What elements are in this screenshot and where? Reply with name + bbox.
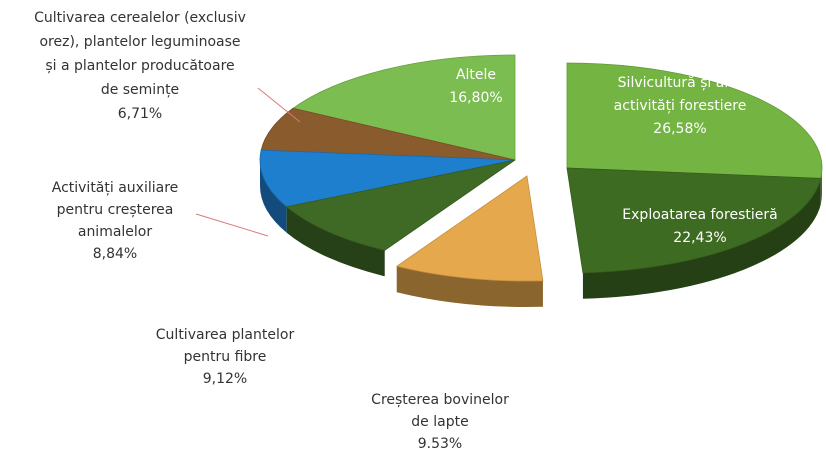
value-label: 6,71% (118, 106, 162, 122)
value-label: 26,58% (653, 121, 706, 137)
slice-label: Cultivarea cerealelor (exclusiv (34, 10, 246, 26)
slice-label: și a plantelor producătoare (45, 58, 234, 74)
pie-slice (566, 62, 823, 179)
pie-slice (395, 175, 544, 282)
slice-label: Activități auxiliare (52, 180, 179, 196)
slice-label: Cultivarea plantelor (156, 327, 295, 343)
pie-slice (292, 54, 516, 161)
slice-label: animalelor (78, 224, 153, 240)
pie-slice (566, 167, 822, 274)
value-label: 22,43% (673, 230, 726, 246)
pie-slice (260, 107, 516, 161)
pie-slice (259, 149, 516, 208)
slice-label: de semințe (101, 82, 179, 98)
value-label: 9,12% (203, 371, 247, 387)
leader-line (195, 213, 269, 237)
value-label: 16,80% (449, 90, 502, 106)
slice-side (286, 206, 385, 277)
slice-side (396, 266, 543, 307)
slice-label: activități forestiere (614, 98, 747, 114)
slice-side (260, 160, 287, 233)
slice-label: pentru fibre (184, 349, 267, 365)
leader-line (257, 87, 301, 123)
slice-label: pentru creșterea (57, 202, 174, 218)
slice-label: Altele (456, 67, 496, 83)
value-label: 9.53% (418, 436, 462, 449)
slice-label: orez), plantelor leguminoase (39, 34, 240, 50)
slice-label: de lapte (411, 414, 468, 430)
slice-label: Exploatarea forestieră (622, 207, 777, 223)
slice-label: Creșterea bovinelor (371, 392, 509, 408)
pie-slice (285, 159, 516, 251)
value-label: 8,84% (93, 246, 137, 262)
slice-label: Silvicultură și alte (618, 75, 743, 91)
